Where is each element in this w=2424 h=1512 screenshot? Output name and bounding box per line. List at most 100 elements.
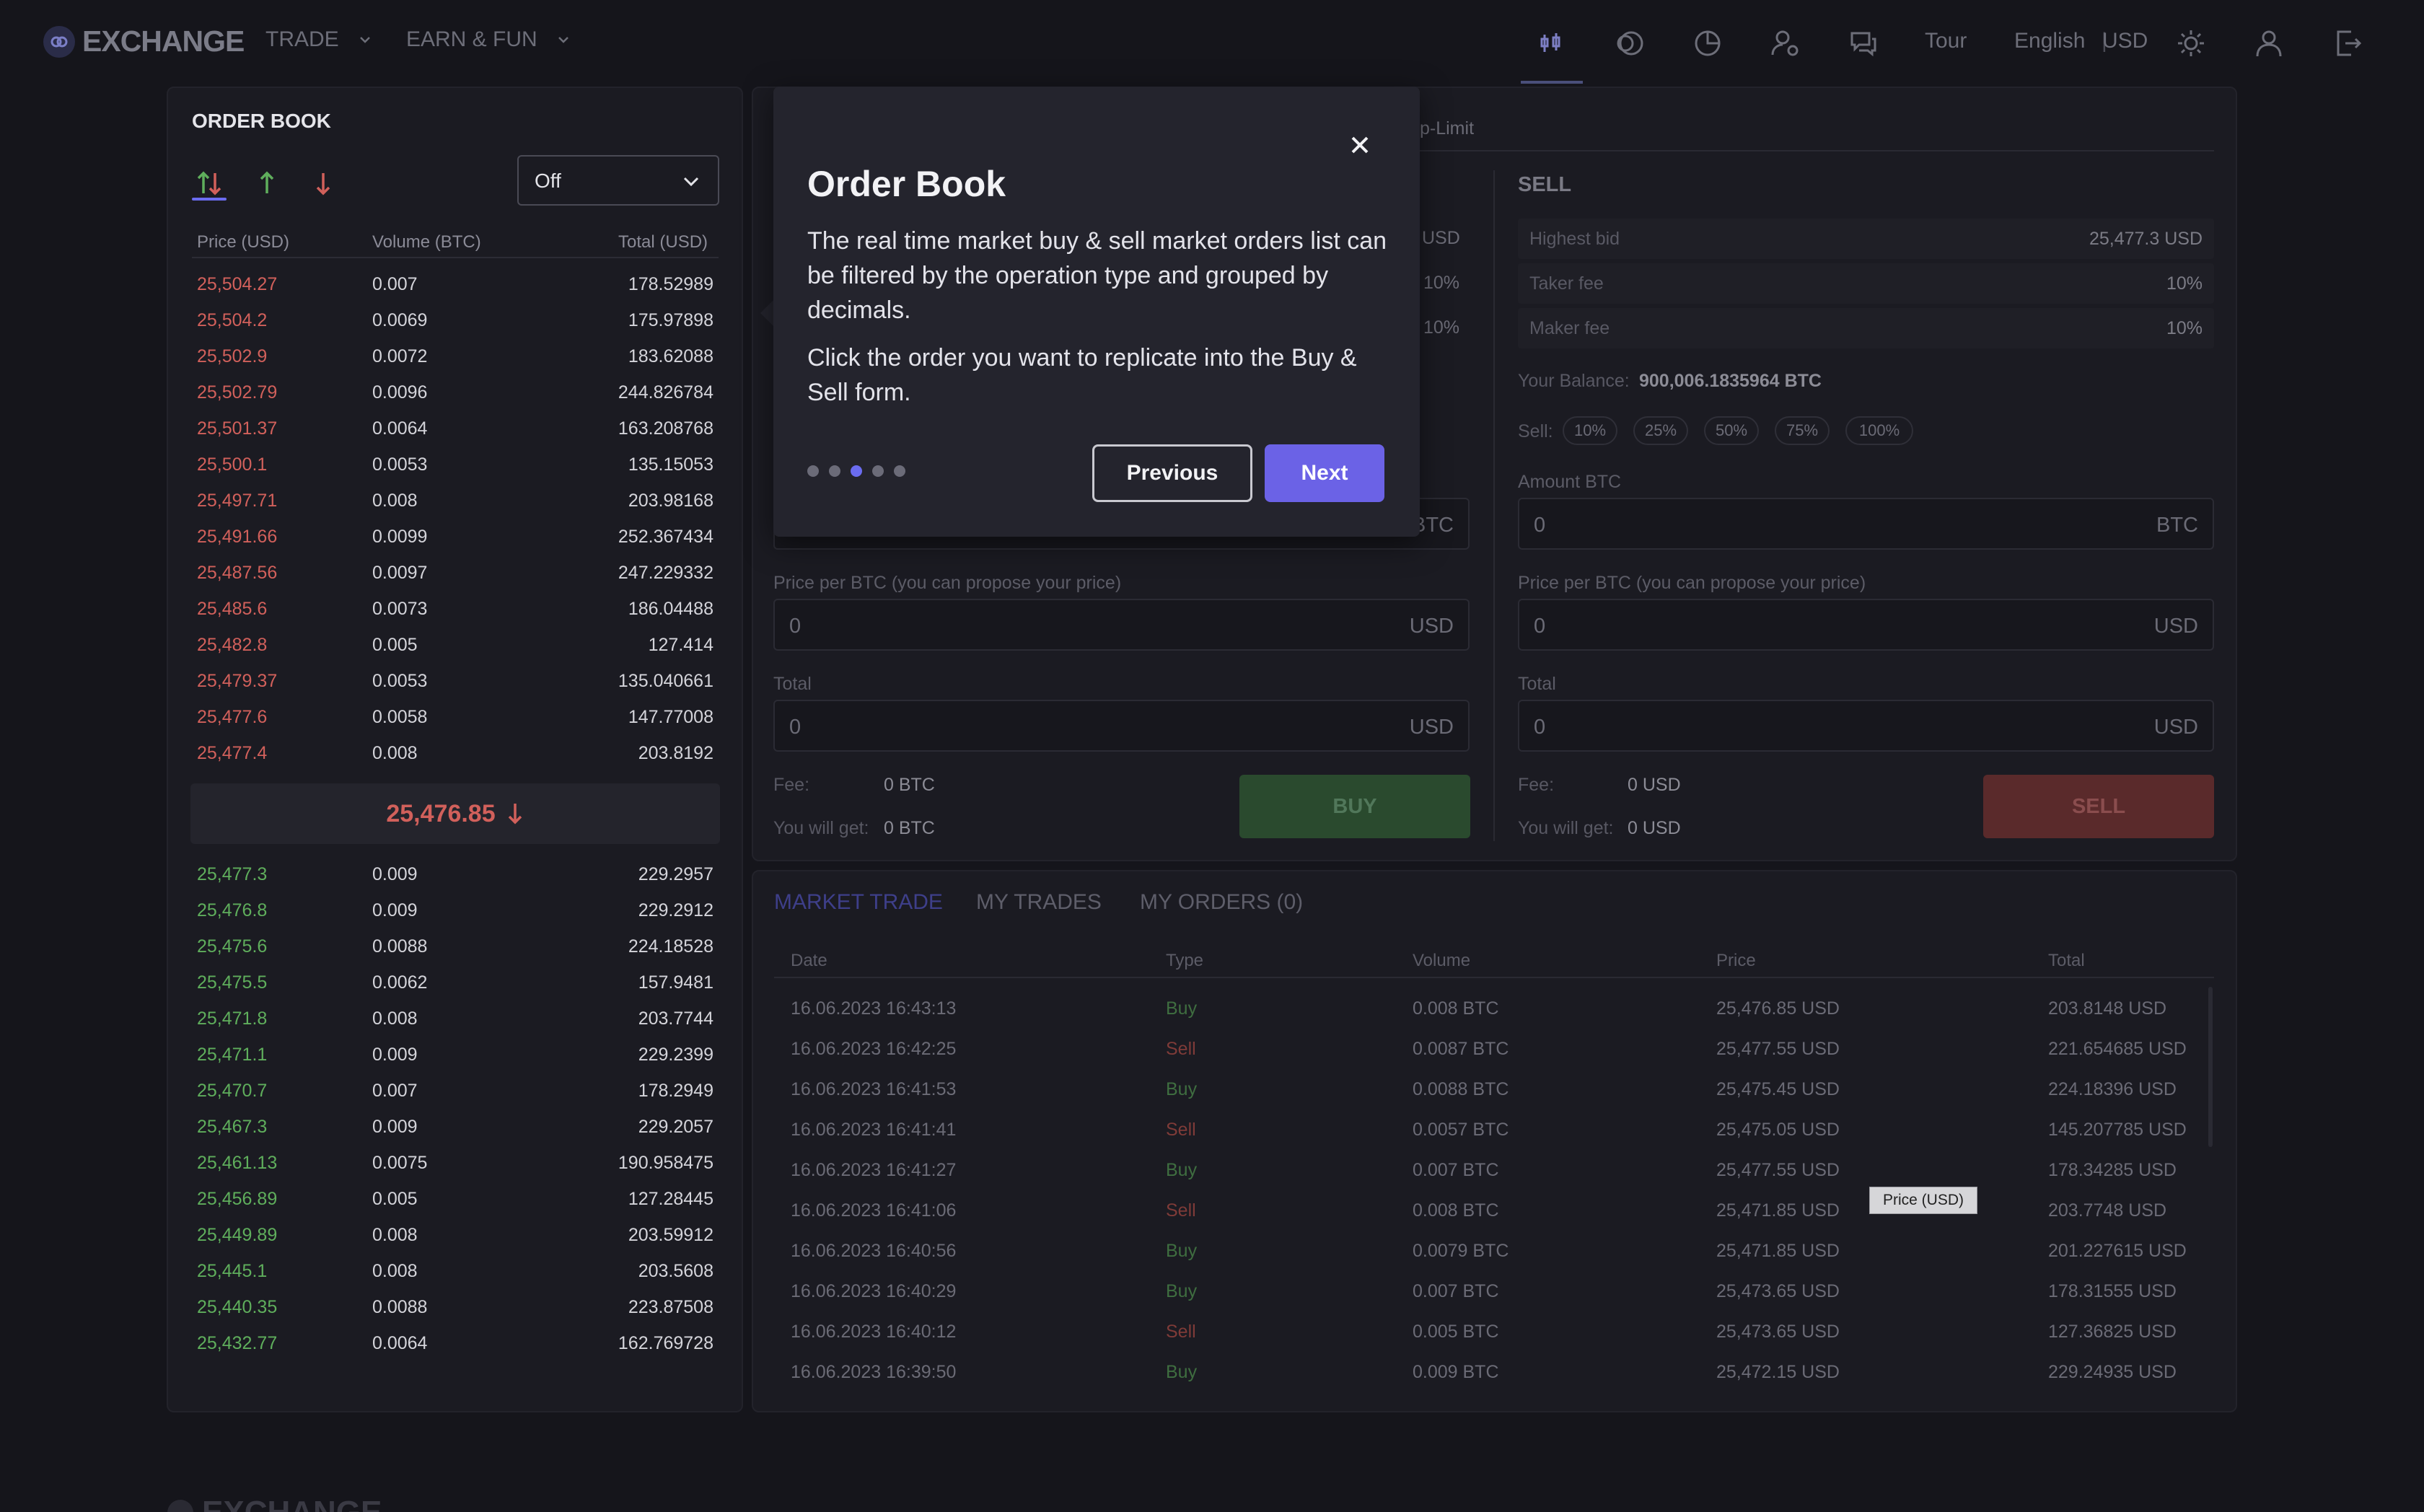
ask-row[interactable]: 25,501.37 0.0064 163.208768 [192, 418, 713, 454]
trade-volume: 0.005 BTC [1413, 1322, 1499, 1342]
ask-row[interactable]: 25,482.8 0.005 127.414 [192, 635, 713, 671]
bid-row[interactable]: 25,432.77 0.0064 162.769728 [192, 1333, 713, 1369]
table-row[interactable]: 16.06.2023 16:41:06 Sell 0.008 BTC 25,471.8… [774, 1200, 2188, 1241]
percent-75-chip[interactable]: 75% [1775, 416, 1830, 445]
sell-amount-unit: BTC [2156, 514, 2198, 537]
trade-price: 25,477.55 USD [1716, 1160, 1840, 1180]
percent-50-chip[interactable]: 50% [1704, 416, 1759, 445]
buy-total-input[interactable]: 0 USD [773, 700, 1470, 752]
profile-icon[interactable] [2252, 26, 2286, 61]
percent-100-chip[interactable]: 100% [1845, 416, 1913, 445]
table-row[interactable]: 16.06.2023 16:40:56 Buy 0.0079 BTC 25,471.8… [774, 1241, 2188, 1281]
percent-25-chip[interactable]: 25% [1633, 416, 1688, 445]
bid-row[interactable]: 25,449.89 0.008 203.59912 [192, 1225, 713, 1261]
sell-button[interactable]: SELL [1983, 775, 2214, 838]
decimals-select[interactable]: Off [517, 155, 719, 206]
percent-10-chip[interactable]: 10% [1563, 416, 1617, 445]
table-row[interactable]: 16.06.2023 16:41:41 Sell 0.0057 BTC 25,475.… [774, 1120, 2188, 1160]
buy-price-input[interactable]: 0 USD [773, 599, 1470, 651]
ask-row[interactable]: 25,477.6 0.0058 147.77008 [192, 707, 713, 743]
currency-selector[interactable]: USD [2102, 29, 2148, 53]
bid-volume: 0.0062 [372, 972, 428, 993]
logout-icon[interactable] [2331, 26, 2366, 61]
trade-icon[interactable] [1534, 26, 1569, 61]
bid-row[interactable]: 25,477.3 0.009 229.2957 [192, 864, 713, 900]
buy-button[interactable]: BUY [1239, 775, 1470, 838]
table-row[interactable]: 16.06.2023 16:40:12 Sell 0.005 BTC 25,473.6… [774, 1322, 2188, 1362]
bid-row[interactable]: 25,471.1 0.009 229.2399 [192, 1045, 713, 1081]
table-row[interactable]: 16.06.2023 16:39:50 Buy 0.009 BTC 25,472.15… [774, 1362, 2188, 1402]
bid-row[interactable]: 25,440.35 0.0088 223.87508 [192, 1297, 713, 1333]
tour-step-dot[interactable] [829, 465, 840, 477]
tour-step-dot[interactable] [851, 465, 862, 477]
sell-total-value: 0 [1534, 716, 1546, 739]
sell-price-input[interactable]: 0 USD [1518, 599, 2214, 651]
user-settings-icon[interactable] [1768, 26, 1803, 61]
trades-header-price: Price [1716, 951, 1756, 970]
sell-amount-input[interactable]: 0 BTC [1518, 498, 2214, 550]
highest-bid-label: Highest bid [1529, 229, 1620, 249]
ask-row[interactable]: 25,502.9 0.0072 183.62088 [192, 346, 713, 382]
ask-row[interactable]: 25,504.2 0.0069 175.97898 [192, 310, 713, 346]
filter-buy-button[interactable] [247, 163, 287, 203]
sell-price-label: Price per BTC (you can propose your pric… [1518, 573, 1866, 593]
ask-row[interactable]: 25,491.66 0.0099 252.367434 [192, 527, 713, 563]
footer-logo[interactable]: EXCHANGE [166, 1495, 382, 1512]
table-row[interactable]: 16.06.2023 16:42:25 Sell 0.0087 BTC 25,477.… [774, 1039, 2188, 1079]
logo[interactable]: EXCHANGE [43, 25, 245, 58]
ask-row[interactable]: 25,487.56 0.0097 247.229332 [192, 563, 713, 599]
tour-step-dot[interactable] [872, 465, 884, 477]
filter-all-button[interactable] [189, 163, 229, 203]
nav-trade-menu[interactable]: TRADE [265, 27, 372, 52]
trades-scrollbar[interactable] [2208, 987, 2213, 1147]
nav-tour-link[interactable]: Tour [1925, 29, 1967, 53]
chat-icon[interactable] [1846, 26, 1881, 61]
bid-row[interactable]: 25,461.13 0.0075 190.958475 [192, 1153, 713, 1189]
close-button[interactable] [1342, 127, 1378, 163]
table-row[interactable]: 16.06.2023 16:41:53 Buy 0.0088 BTC 25,475.4… [774, 1079, 2188, 1120]
tab-my-trades[interactable]: MY TRADES [976, 890, 1102, 914]
ask-row[interactable]: 25,479.37 0.0053 135.040661 [192, 671, 713, 707]
bid-row[interactable]: 25,476.8 0.009 229.2912 [192, 900, 713, 936]
ask-row[interactable]: 25,497.71 0.008 203.98168 [192, 491, 713, 527]
ask-row[interactable]: 25,504.27 0.007 178.52989 [192, 274, 713, 310]
coins-icon[interactable] [1612, 26, 1647, 61]
buy-get-value: 0 BTC [884, 818, 935, 838]
table-row[interactable]: 16.06.2023 16:41:27 Buy 0.007 BTC 25,477.55… [774, 1160, 2188, 1200]
sell-total-input[interactable]: 0 USD [1518, 700, 2214, 752]
tab-market-trade[interactable]: MARKET TRADE [774, 890, 943, 914]
previous-button[interactable]: Previous [1092, 444, 1252, 502]
bid-row[interactable]: 25,456.89 0.005 127.28445 [192, 1189, 713, 1225]
tab-my-orders[interactable]: MY ORDERS (0) [1140, 890, 1304, 914]
bid-row[interactable]: 25,445.1 0.008 203.5608 [192, 1261, 713, 1297]
bid-row[interactable]: 25,475.6 0.0088 224.18528 [192, 936, 713, 972]
ask-row[interactable]: 25,500.1 0.0053 135.15053 [192, 454, 713, 491]
bid-row[interactable]: 25,467.3 0.009 229.2057 [192, 1117, 713, 1153]
filter-sell-button[interactable] [303, 163, 343, 203]
bid-row[interactable]: 25,470.7 0.007 178.2949 [192, 1081, 713, 1117]
filter-active-indicator [192, 198, 227, 201]
maker-fee-row: Maker fee 10% [1518, 308, 2214, 348]
bid-volume: 0.008 [372, 1008, 418, 1029]
ask-row[interactable]: 25,502.79 0.0096 244.826784 [192, 382, 713, 418]
language-selector[interactable]: English [2014, 29, 2086, 53]
bid-row[interactable]: 25,475.5 0.0062 157.9481 [192, 972, 713, 1008]
tour-step-dot[interactable] [807, 465, 819, 477]
bid-volume: 0.009 [372, 1117, 418, 1137]
table-row[interactable]: 16.06.2023 16:40:29 Buy 0.007 BTC 25,473.65… [774, 1281, 2188, 1322]
sell-fee-value: 0 USD [1628, 775, 1681, 795]
sell-price-unit: USD [2153, 615, 2198, 638]
tour-step-dot[interactable] [894, 465, 905, 477]
trade-price: 25,475.05 USD [1716, 1120, 1840, 1140]
table-row[interactable]: 16.06.2023 16:43:13 Buy 0.008 BTC 25,476.85… [774, 998, 2188, 1039]
ask-row[interactable]: 25,485.6 0.0073 186.04488 [192, 599, 713, 635]
nav-earn-menu[interactable]: EARN & FUN [406, 27, 571, 52]
order-type-tab-stop-limit[interactable]: p-Limit [1420, 118, 1475, 139]
next-button[interactable]: Next [1265, 444, 1384, 502]
ask-row[interactable]: 25,477.4 0.008 203.8192 [192, 743, 713, 779]
bid-row[interactable]: 25,471.8 0.008 203.7744 [192, 1008, 713, 1045]
ask-total: 135.15053 [628, 454, 713, 475]
moon-chart-icon[interactable] [1690, 26, 1725, 61]
bid-volume: 0.009 [372, 864, 418, 884]
sun-icon[interactable] [2174, 26, 2208, 61]
